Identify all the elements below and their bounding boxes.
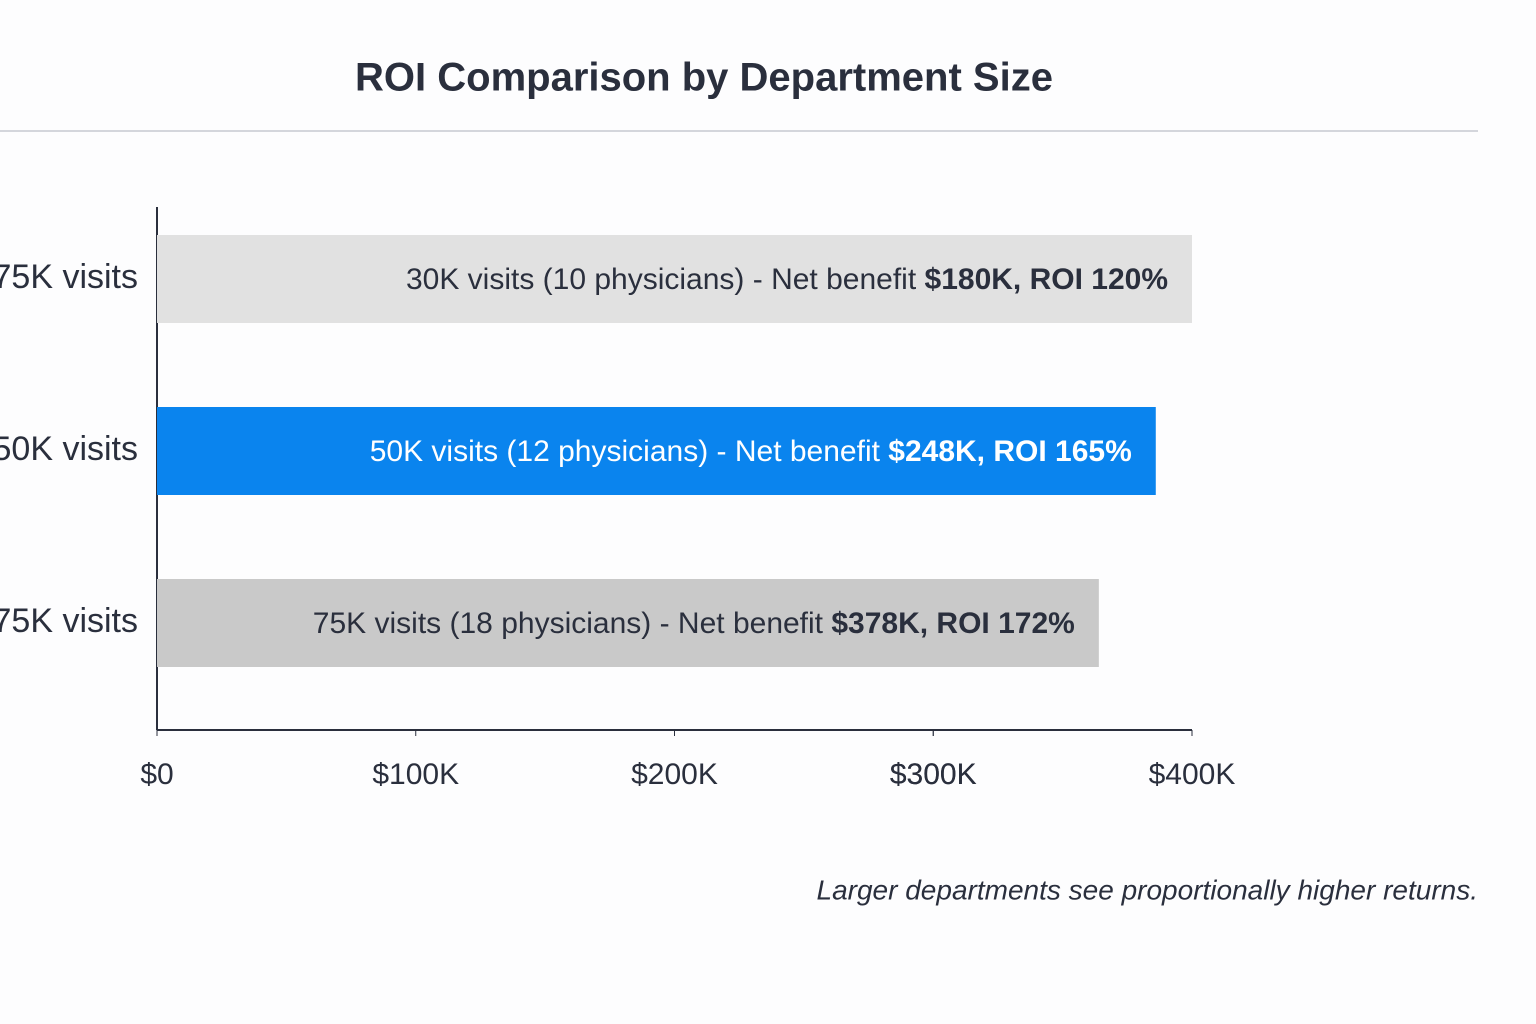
bar-label-part: 30K visits (10 physicians) - Net benefit	[406, 263, 925, 296]
footnote: Larger departments see proportionally hi…	[817, 874, 1478, 905]
bar-label-part: $378K, ROI 172%	[831, 607, 1074, 640]
chart-title: ROI Comparison by Department Size	[355, 56, 1053, 100]
x-tick-label: $200K	[631, 758, 718, 791]
bar-label-part: $180K, ROI 120%	[925, 263, 1168, 296]
bar-label: 75K visits (18 physicians) - Net benefit…	[313, 607, 1075, 640]
bar-label: 50K visits (12 physicians) - Net benefit…	[370, 435, 1132, 468]
bar	[157, 235, 1192, 323]
bar	[157, 579, 1099, 667]
bar-label-part: 50K visits (12 physicians) - Net benefit	[370, 435, 889, 468]
x-tick-label: $0	[140, 758, 173, 791]
bar-label: 30K visits (10 physicians) - Net benefit…	[406, 263, 1168, 296]
y-tick-label: 75K visits	[0, 602, 138, 640]
y-tick-label: 75K visits	[0, 258, 138, 296]
y-tick-label: 50K visits	[0, 430, 138, 468]
x-tick-label: $300K	[890, 758, 977, 791]
bar-label-part: 75K visits (18 physicians) - Net benefit	[313, 607, 832, 640]
x-tick-label: $400K	[1149, 758, 1236, 791]
bar-label-part: $248K, ROI 165%	[888, 435, 1131, 468]
x-tick-label: $100K	[372, 758, 459, 791]
x-tick-label: $300K	[890, 758, 977, 791]
bar	[157, 407, 1156, 495]
